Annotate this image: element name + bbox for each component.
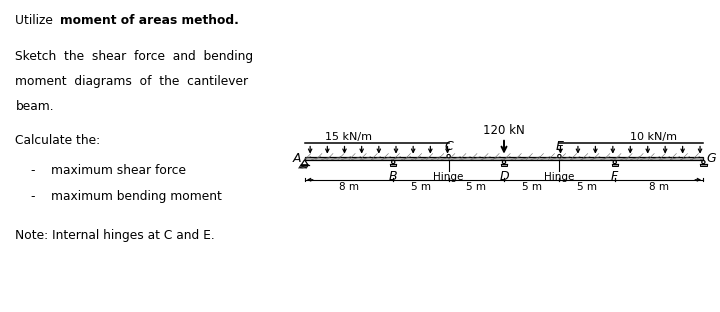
Text: Hinge: Hinge	[433, 172, 464, 182]
Polygon shape	[305, 157, 703, 160]
Circle shape	[613, 160, 616, 164]
Text: Note: Internal hinges at C and E.: Note: Internal hinges at C and E.	[16, 229, 215, 242]
Text: A: A	[293, 152, 301, 165]
Text: D: D	[499, 170, 509, 183]
Polygon shape	[501, 164, 507, 166]
Text: B: B	[389, 170, 397, 183]
Text: 5 m: 5 m	[577, 182, 597, 192]
Circle shape	[447, 154, 450, 158]
Polygon shape	[611, 164, 618, 166]
Text: 15 kN/m: 15 kN/m	[325, 132, 372, 142]
Polygon shape	[301, 160, 308, 165]
Circle shape	[702, 160, 705, 164]
Circle shape	[558, 154, 561, 158]
Text: moment of areas method.: moment of areas method.	[60, 14, 239, 27]
Text: G: G	[707, 152, 716, 165]
Text: 5 m: 5 m	[467, 182, 486, 192]
Text: Calculate the:: Calculate the:	[16, 134, 101, 147]
Text: Utilize: Utilize	[16, 14, 57, 27]
Text: 5 m: 5 m	[522, 182, 541, 192]
Text: -    maximum shear force: - maximum shear force	[31, 164, 186, 177]
Text: moment  diagrams  of  the  cantilever: moment diagrams of the cantilever	[16, 75, 248, 88]
Text: 10 kN/m: 10 kN/m	[630, 132, 677, 142]
Polygon shape	[701, 164, 706, 166]
Circle shape	[503, 160, 505, 164]
Text: F: F	[611, 170, 618, 183]
Text: C: C	[444, 140, 453, 153]
Text: Hinge: Hinge	[544, 172, 575, 182]
Text: 120 kN: 120 kN	[483, 124, 525, 137]
Circle shape	[392, 160, 395, 164]
Text: 5 m: 5 m	[411, 182, 431, 192]
Text: E: E	[555, 140, 563, 153]
Text: 8 m: 8 m	[339, 182, 359, 192]
Text: beam.: beam.	[16, 100, 54, 113]
Text: -    maximum bending moment: - maximum bending moment	[31, 190, 222, 203]
Text: 8 m: 8 m	[649, 182, 669, 192]
Polygon shape	[390, 164, 397, 166]
Text: Sketch  the  shear  force  and  bending: Sketch the shear force and bending	[16, 50, 253, 63]
